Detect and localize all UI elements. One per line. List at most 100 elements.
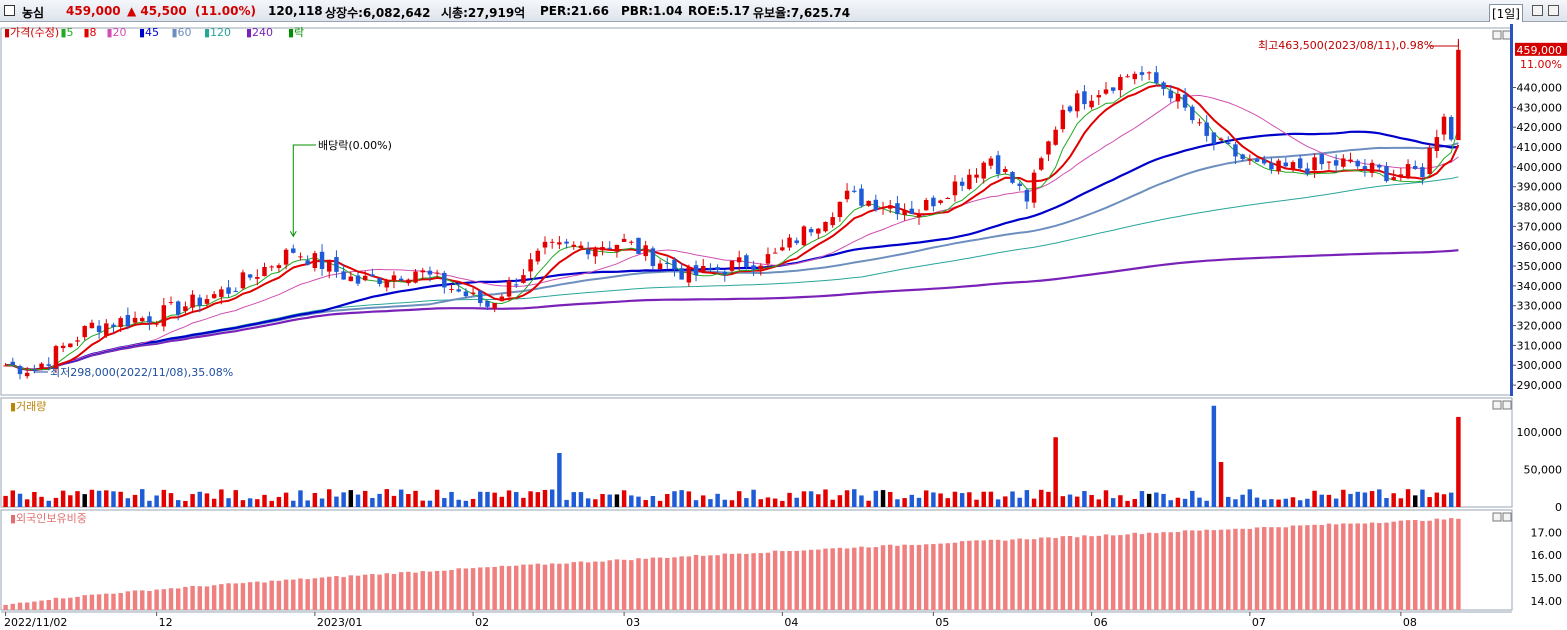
close-icon[interactable] xyxy=(1548,5,1559,16)
volume-bar xyxy=(557,453,562,507)
foreign-bar xyxy=(578,561,584,610)
candle-body xyxy=(60,345,66,349)
foreign-bar xyxy=(183,586,188,610)
volume-bar xyxy=(672,491,677,507)
foreign-bar xyxy=(974,540,979,610)
volume-bar xyxy=(643,499,648,507)
volume-bar xyxy=(959,493,965,507)
volume-bar xyxy=(1305,498,1310,507)
foreign-bar xyxy=(190,585,195,610)
period-selector[interactable]: [1일] xyxy=(1488,4,1523,23)
foreign-bar xyxy=(111,593,116,610)
x-tick-label: 02 xyxy=(475,616,489,629)
volume-tick-label: 0 xyxy=(1555,501,1562,514)
candle-body xyxy=(39,363,44,368)
foreign-bar xyxy=(154,589,159,610)
panel-close-icon xyxy=(1502,400,1512,410)
candle-body xyxy=(154,323,159,325)
candle-body xyxy=(1341,158,1346,167)
foreign-bar xyxy=(442,570,447,610)
candle-body xyxy=(981,162,986,179)
candle-body xyxy=(168,302,174,304)
candle-body xyxy=(283,249,289,265)
volume-bar xyxy=(1190,490,1195,507)
dividend-arrow-head xyxy=(289,231,297,238)
foreign-bar xyxy=(1355,523,1360,610)
candle-body xyxy=(521,275,526,283)
volume-bar xyxy=(1175,497,1181,507)
volume-bar xyxy=(1377,489,1382,507)
volume-bar xyxy=(46,500,51,507)
foreign-bar xyxy=(478,567,483,610)
panel-frame-2 xyxy=(0,397,1513,508)
foreign-bar xyxy=(168,588,174,610)
foreign-bar xyxy=(427,571,433,610)
high-annotation: 최고463,500(2023/08/11),0.98% xyxy=(1258,39,1434,52)
volume-bar xyxy=(1240,494,1245,507)
foreign-bar xyxy=(226,583,231,610)
candle-body xyxy=(1405,164,1411,179)
candle-body xyxy=(420,270,425,273)
foreign-bar xyxy=(636,558,641,610)
foreign-bar xyxy=(1297,525,1303,610)
volume-bar xyxy=(938,493,943,507)
volume-bar xyxy=(542,489,548,507)
volume-bar xyxy=(621,490,627,507)
candle-body xyxy=(751,265,756,270)
foreign-bar xyxy=(1175,532,1181,610)
stock-chart[interactable]: 290,000 300,000 310,000 320,000 330,000 340,0… xyxy=(0,22,1567,630)
foreign-tick-label: 14.00 xyxy=(1531,595,1563,608)
price-tick-label: 300,000 xyxy=(1517,359,1563,372)
volume-bar xyxy=(686,491,692,507)
foreign-bar xyxy=(319,577,325,610)
volume-bar xyxy=(1405,489,1411,507)
volume-bar xyxy=(650,495,656,507)
candle-body xyxy=(190,294,195,308)
candle-body xyxy=(1384,166,1389,182)
volume-bar xyxy=(3,495,8,507)
volume-bar xyxy=(657,500,663,507)
foreign-bar xyxy=(593,561,598,610)
candle-body xyxy=(780,247,785,251)
foreign-bar xyxy=(420,571,425,610)
candle-body xyxy=(391,275,397,281)
volume-bar xyxy=(665,494,670,507)
candle-body xyxy=(355,275,361,284)
volume-bar xyxy=(837,495,843,507)
market-cap: 시총:27,919억 xyxy=(441,6,526,20)
volume-bar xyxy=(75,491,80,507)
x-tick-label: 07 xyxy=(1252,616,1266,629)
volume-panel-title: ▮거래량 xyxy=(10,400,46,413)
candle-body xyxy=(672,259,677,270)
candle-body xyxy=(1139,72,1145,75)
candle-body xyxy=(909,208,915,214)
foreign-bar xyxy=(571,562,577,610)
foreign-bar xyxy=(549,563,555,610)
volume-bar xyxy=(1233,499,1238,507)
candle-body xyxy=(578,245,584,249)
foreign-bar xyxy=(923,544,929,610)
foreign-bar xyxy=(1377,523,1382,610)
foreign-bar xyxy=(1348,523,1353,610)
volume-bar xyxy=(1074,496,1080,507)
candle-body xyxy=(161,305,167,327)
candle-body xyxy=(1362,166,1368,169)
window-icon[interactable] xyxy=(4,5,15,16)
candle-body xyxy=(571,244,577,247)
candle-body xyxy=(1218,138,1224,141)
foreign-bar xyxy=(643,558,648,610)
foreign-bar xyxy=(1110,535,1116,610)
volume-bar xyxy=(1204,500,1209,507)
volume-bar xyxy=(945,498,950,507)
foreign-tick-label: 17.00 xyxy=(1531,526,1563,539)
foreign-bar xyxy=(492,566,497,610)
volume-bar xyxy=(571,492,577,507)
volume-bar xyxy=(17,493,23,507)
volume-bar xyxy=(1276,499,1281,507)
ma8-line xyxy=(5,84,1460,371)
high-arrow xyxy=(1428,38,1459,47)
foreign-bar xyxy=(736,553,742,610)
maximize-icon[interactable] xyxy=(1532,5,1543,16)
volume-bar xyxy=(521,497,526,507)
candle-body xyxy=(1254,159,1260,162)
